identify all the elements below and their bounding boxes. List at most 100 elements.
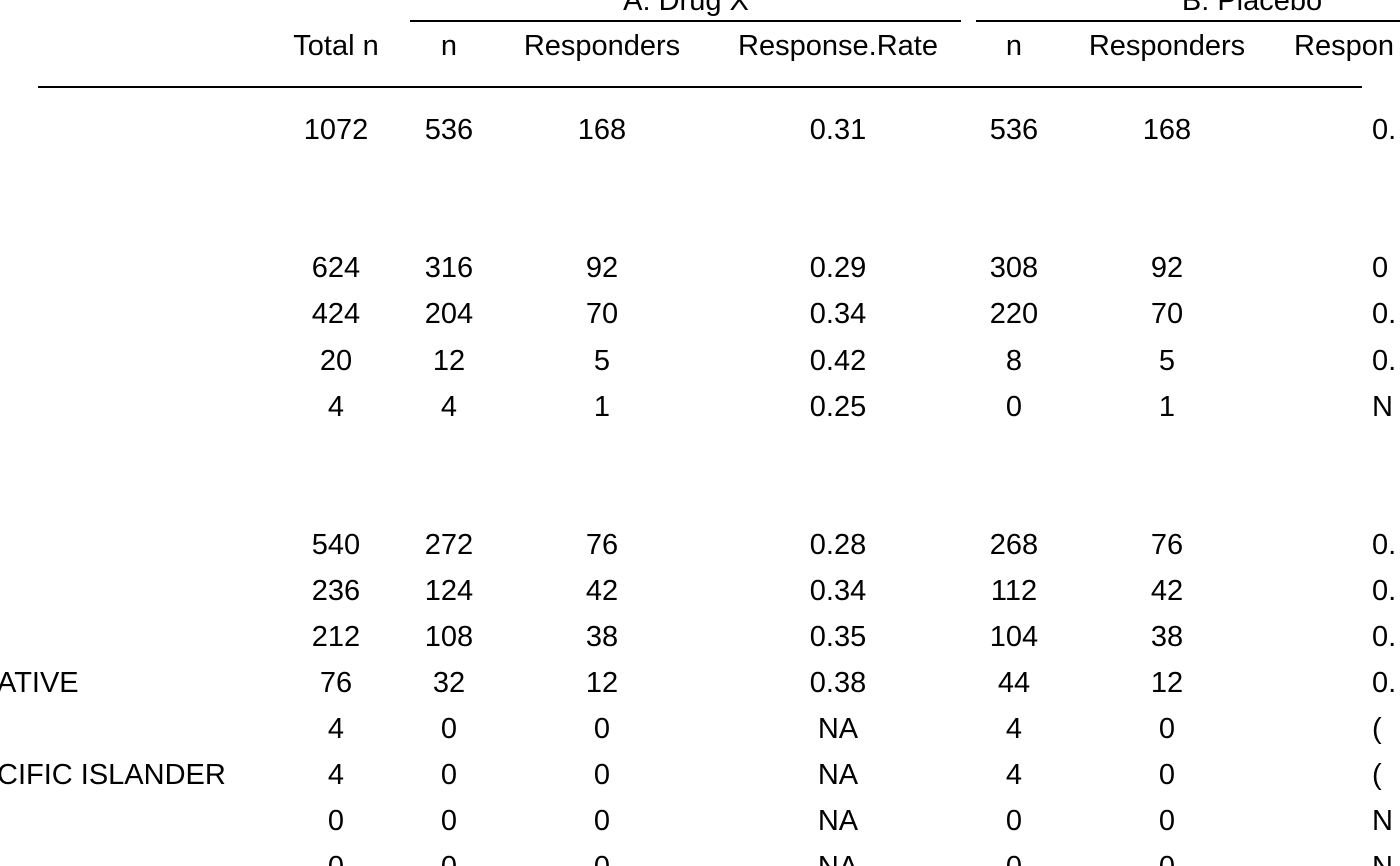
cell-a-n: 0 bbox=[441, 850, 457, 866]
cell-b-n: 536 bbox=[989, 114, 1039, 146]
cell-b-responders: 0 bbox=[1158, 805, 1176, 837]
cell-b-responders: 1 bbox=[1158, 391, 1176, 423]
cell-a-response-rate: 0.28 bbox=[809, 529, 867, 561]
cell-a-response-rate: 0.25 bbox=[809, 391, 867, 423]
cell-b-response-rate: 0. bbox=[1372, 529, 1397, 561]
cell-a-responders: 92 bbox=[585, 252, 619, 284]
cell-a-responders: 1 bbox=[593, 391, 611, 423]
cell-b-responders: 0 bbox=[1158, 713, 1176, 745]
cell-a-n: 12 bbox=[432, 345, 466, 377]
header-a-response-rate: Response.Rate bbox=[738, 30, 938, 62]
cell-b-n: 112 bbox=[990, 575, 1038, 607]
cell-a-response-rate: 0.31 bbox=[809, 114, 867, 146]
cell-b-response-rate: 0 bbox=[1372, 252, 1389, 284]
cell-a-n: 0 bbox=[440, 805, 458, 837]
cell-b-responders: 168 bbox=[1142, 114, 1192, 146]
cell-total-n: 4 bbox=[327, 391, 345, 423]
row-label: ATIVE bbox=[0, 667, 79, 699]
cell-b-responders: 42 bbox=[1150, 575, 1184, 607]
header-rule bbox=[38, 86, 1362, 88]
cell-total-n: 236 bbox=[311, 575, 361, 607]
header-b-response-rate: Respon bbox=[1294, 30, 1394, 62]
cell-b-responders: 92 bbox=[1150, 252, 1184, 284]
cell-b-response-rate: 0. bbox=[1372, 298, 1397, 330]
cell-a-n: 536 bbox=[424, 114, 474, 146]
cell-a-responders: 0 bbox=[593, 805, 611, 837]
header-b-responders: Responders bbox=[1088, 30, 1246, 62]
cell-a-responders: 168 bbox=[577, 114, 627, 146]
cell-a-n: 272 bbox=[424, 529, 474, 561]
spanner-placebo: B: Placebo bbox=[1181, 0, 1323, 17]
cell-a-responders: 38 bbox=[585, 621, 619, 653]
cell-a-response-rate: NA bbox=[818, 850, 858, 866]
cell-total-n: 0 bbox=[327, 805, 345, 837]
header-total-n: Total n bbox=[293, 30, 379, 62]
cell-a-responders: 76 bbox=[585, 529, 619, 561]
spanner-rule-placebo bbox=[976, 20, 1400, 22]
cell-a-response-rate: 0.35 bbox=[809, 621, 867, 653]
row-label: CIFIC ISLANDER bbox=[0, 759, 226, 791]
cell-total-n: 624 bbox=[311, 252, 361, 284]
cell-b-n: 220 bbox=[989, 298, 1039, 330]
cell-b-response-rate: ( bbox=[1372, 759, 1382, 791]
cell-a-n: 32 bbox=[432, 667, 466, 699]
cell-b-responders: 5 bbox=[1158, 345, 1176, 377]
cell-total-n: 424 bbox=[311, 298, 361, 330]
cell-b-response-rate: 0. bbox=[1372, 114, 1397, 146]
cell-b-response-rate: 0. bbox=[1372, 667, 1397, 699]
cell-b-response-rate: N bbox=[1372, 805, 1393, 837]
cell-b-n: 4 bbox=[1005, 759, 1023, 791]
cell-b-n: 104 bbox=[989, 621, 1039, 653]
cell-total-n: 76 bbox=[319, 667, 353, 699]
cell-b-response-rate: N bbox=[1372, 391, 1393, 423]
spanner-drug-x: A: Drug X bbox=[623, 0, 749, 17]
cell-a-responders: 5 bbox=[593, 345, 611, 377]
cell-a-responders: 0 bbox=[594, 850, 610, 866]
cell-a-responders: 70 bbox=[585, 298, 619, 330]
cell-total-n: 4 bbox=[327, 713, 345, 745]
cell-a-responders: 42 bbox=[585, 575, 619, 607]
spanner-rule-drug-x bbox=[410, 20, 961, 22]
cell-a-n: 0 bbox=[440, 713, 458, 745]
cell-a-response-rate: NA bbox=[817, 713, 859, 745]
cell-b-n: 308 bbox=[989, 252, 1039, 284]
cell-b-responders: 0 bbox=[1158, 759, 1176, 791]
cell-a-response-rate: 0.29 bbox=[809, 252, 867, 284]
cell-b-n: 4 bbox=[1005, 713, 1023, 745]
cell-total-n: 1072 bbox=[303, 114, 369, 146]
cell-b-n: 44 bbox=[997, 667, 1031, 699]
cell-total-n: 4 bbox=[327, 759, 345, 791]
cell-a-response-rate: 0.42 bbox=[809, 345, 867, 377]
cell-b-response-rate: ( bbox=[1372, 713, 1382, 745]
cell-a-n: 4 bbox=[440, 391, 458, 423]
cell-a-n: 108 bbox=[424, 621, 474, 653]
cell-b-n: 8 bbox=[1005, 345, 1023, 377]
cell-b-response-rate: N bbox=[1372, 850, 1393, 866]
cell-a-responders: 0 bbox=[593, 713, 611, 745]
cell-b-response-rate: 0. bbox=[1372, 575, 1397, 607]
cell-b-response-rate: 0. bbox=[1372, 621, 1397, 653]
cell-b-responders: 0 bbox=[1159, 850, 1175, 866]
cell-b-responders: 70 bbox=[1150, 298, 1184, 330]
header-b-n: n bbox=[1005, 30, 1023, 62]
cell-b-n: 0 bbox=[1005, 805, 1023, 837]
cell-total-n: 540 bbox=[311, 529, 361, 561]
cell-b-responders: 38 bbox=[1150, 621, 1184, 653]
header-a-responders: Responders bbox=[523, 30, 681, 62]
cell-b-response-rate: 0. bbox=[1372, 345, 1397, 377]
cell-b-n: 0 bbox=[1006, 850, 1022, 866]
cell-b-n: 0 bbox=[1005, 391, 1023, 423]
cell-a-response-rate: 0.38 bbox=[809, 667, 867, 699]
cell-b-n: 268 bbox=[989, 529, 1039, 561]
cell-a-responders: 12 bbox=[585, 667, 619, 699]
cell-a-n: 316 bbox=[424, 252, 474, 284]
cell-a-n: 204 bbox=[424, 298, 474, 330]
cell-a-n: 124 bbox=[424, 575, 474, 607]
cell-a-response-rate: 0.34 bbox=[809, 298, 867, 330]
header-a-n: n bbox=[440, 30, 458, 62]
cell-a-n: 0 bbox=[440, 759, 458, 791]
cell-a-response-rate: NA bbox=[817, 759, 859, 791]
cell-b-responders: 12 bbox=[1150, 667, 1184, 699]
cell-a-response-rate: NA bbox=[817, 805, 859, 837]
